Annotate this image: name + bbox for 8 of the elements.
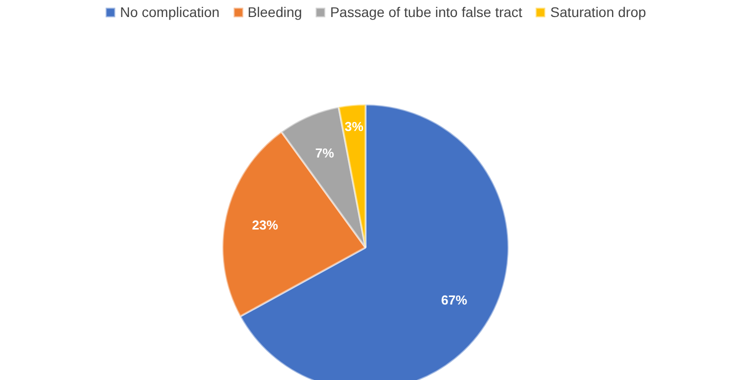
- legend-label: Passage of tube into false tract: [330, 4, 522, 20]
- legend-label: Saturation drop: [550, 4, 646, 20]
- data-label: 3%: [344, 118, 364, 134]
- legend-label: Bleeding: [248, 4, 302, 20]
- data-label: 67%: [441, 292, 468, 308]
- legend-label: No complication: [120, 4, 220, 20]
- data-label: 23%: [252, 218, 278, 233]
- data-label: 7%: [315, 146, 334, 161]
